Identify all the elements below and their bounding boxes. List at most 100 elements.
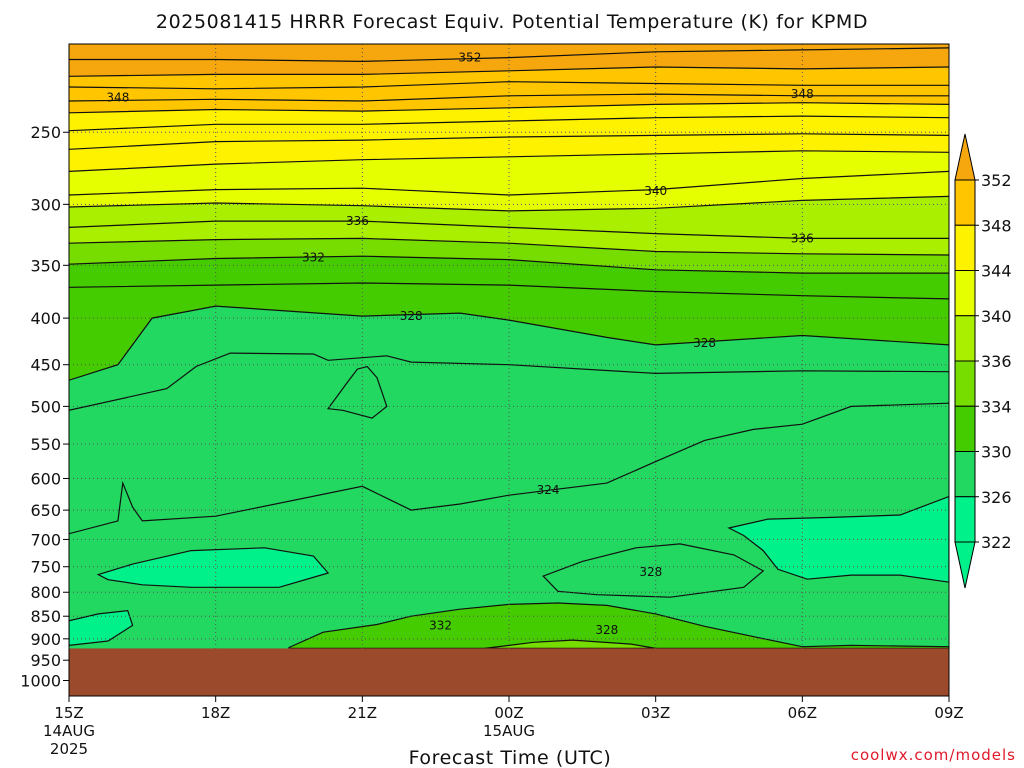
region-low-level-teal-west [69, 609, 134, 647]
colorbar-label: 336 [981, 352, 1012, 371]
contour-label: 328 [693, 336, 716, 350]
x-tick-label: 06Z [788, 704, 817, 722]
colorbar-segment [954, 405, 976, 452]
contour-label: 336 [791, 231, 814, 245]
contour-326 [69, 402, 949, 535]
y-tick-label: 400 [30, 309, 61, 328]
colorbar-legend: 352 348 344 340 336 334 330 326 322 [954, 133, 1012, 589]
contour-lines [69, 47, 949, 535]
colorbar-segment [954, 270, 976, 317]
contour-label: 328 [595, 623, 618, 637]
y-tick-label: 950 [30, 651, 61, 670]
plot-area [69, 44, 949, 696]
contour-label: 324 [537, 483, 560, 497]
contour-334 [69, 237, 949, 256]
colorbar-label: 322 [981, 533, 1012, 552]
contour-344 [69, 133, 949, 150]
credit-link[interactable]: coolwx.com/models [851, 746, 1016, 764]
contour-labels: 352 348 348 340 336 336 332 328 328 324 328 332 328 [106, 51, 814, 637]
chart-title: 2025081415 HRRR Forecast Equiv. Potentia… [156, 11, 868, 33]
contour-label: 340 [644, 184, 667, 198]
contour-label: 348 [106, 91, 129, 105]
contour-342 [69, 150, 949, 172]
region-low-level-teal-mid [96, 547, 330, 588]
y-tick-label: 550 [30, 435, 61, 454]
band-336 [69, 221, 949, 255]
contour-label: 336 [346, 214, 369, 228]
x-tick-date: 14AUG [43, 722, 95, 740]
colorbar-label: 330 [981, 443, 1012, 462]
y-tick-label: 700 [30, 530, 61, 549]
contour-347 [69, 102, 949, 114]
gridlines [69, 44, 949, 696]
region-upper-green-pocket [327, 365, 388, 419]
x-tick-label: 00Z [494, 704, 523, 722]
region-low-level-green-lobe [542, 543, 765, 598]
y-tick-label: 250 [30, 123, 61, 142]
band-340 [69, 171, 949, 211]
colorbar-bottom-arrow [954, 541, 976, 589]
colorbar-label: 348 [981, 216, 1012, 235]
y-tick-label: 800 [30, 583, 61, 602]
contour-label: 328 [400, 309, 423, 323]
band-338 [69, 196, 949, 239]
band-348 [69, 94, 949, 113]
colorbar-top-arrow [954, 133, 976, 181]
colorbar-label: 326 [981, 488, 1012, 507]
contour-348 [69, 93, 949, 102]
contour-336 [69, 220, 949, 239]
x-tick-date: 15AUG [483, 722, 535, 740]
colorbar-label: 340 [981, 307, 1012, 326]
x-tick-label: 21Z [348, 704, 377, 722]
y-tick-label: 900 [30, 630, 61, 649]
colorbar-label: 352 [981, 171, 1012, 190]
y-tick-label: 600 [30, 469, 61, 488]
colorbar-segment [954, 179, 976, 226]
colorbar-segment [954, 496, 976, 543]
y-tick-label: 350 [30, 256, 61, 275]
x-tick-label: 03Z [641, 704, 670, 722]
contour-330 [69, 282, 949, 300]
contour-327 [69, 352, 949, 411]
band-330 [69, 283, 949, 381]
ground-terrain [69, 648, 949, 696]
y-tick-label: 850 [30, 607, 61, 626]
band-332 [69, 256, 949, 299]
y-tick-label: 750 [30, 558, 61, 577]
contour-label: 352 [458, 51, 481, 65]
colorbar-label: 344 [981, 262, 1012, 281]
contour-332 [69, 255, 949, 274]
band-352 [69, 47, 949, 77]
colorbar-segment [954, 451, 976, 498]
region-surface-lime-band [288, 602, 949, 649]
band-350 [69, 67, 949, 89]
colorbar-segment [954, 224, 976, 271]
band-349 [69, 81, 949, 101]
contour-label: 328 [639, 565, 662, 579]
x-tick-label: 09Z [934, 704, 963, 722]
contour-352 [69, 47, 949, 63]
contour-346 [69, 115, 949, 132]
color-bands [69, 44, 949, 696]
contour-328 [69, 305, 949, 381]
x-tick-label: 15Z [54, 704, 83, 722]
y-tick-label: 300 [30, 195, 61, 214]
contour-label: 332 [302, 250, 325, 264]
colorbar-label: 334 [981, 397, 1012, 416]
colorbar-segment [954, 315, 976, 362]
y-tick-label: 500 [30, 397, 61, 416]
region-low-level-teal-east [727, 495, 949, 583]
band-328 [69, 306, 949, 411]
band-334 [69, 238, 949, 274]
band-326 [69, 403, 949, 696]
contour-338 [69, 195, 949, 212]
band-327 [69, 353, 949, 534]
x-tick-label: 18Z [201, 704, 230, 722]
contour-350 [69, 66, 949, 77]
contour-340 [69, 170, 949, 196]
x-tick-year: 2025 [50, 740, 88, 758]
closed-regions [69, 365, 949, 649]
y-axis: 250 300 350 400 450 500 550 600 650 700 750 800 850 9… [20, 123, 69, 690]
